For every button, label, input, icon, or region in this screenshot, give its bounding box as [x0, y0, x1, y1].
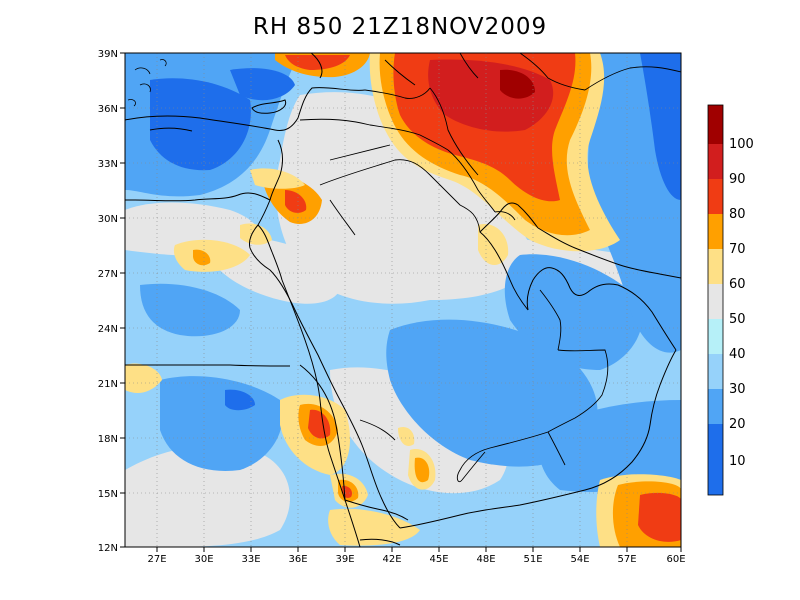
lat-label: 24N [98, 324, 118, 335]
field-darkred-iraq [500, 69, 535, 99]
lon-label: 45E [429, 554, 448, 565]
colorbar-swatch-60 [708, 249, 723, 284]
lat-label: 33N [98, 159, 118, 170]
colorbar-label: 20 [729, 417, 746, 432]
lat-label: 18N [98, 434, 118, 445]
lon-label: 30E [194, 554, 213, 565]
colorbar: 100 90 80 70 60 50 40 30 20 10 [707, 104, 754, 496]
map-title: RH 850 21Z18NOV2009 [252, 14, 548, 40]
lat-label: 36N [98, 104, 118, 115]
lat-label: 21N [98, 379, 118, 390]
lat-label: 27N [98, 269, 118, 280]
field-blue-egypt [140, 283, 240, 337]
colorbar-label: 100 [729, 137, 754, 152]
lon-label: 51E [523, 554, 542, 565]
plot-frame [124, 52, 682, 548]
colorbar-swatch-70 [708, 214, 723, 249]
colorbar-swatch-40 [708, 319, 723, 354]
lon-label: 57E [617, 554, 636, 565]
lon-label: 42E [382, 554, 401, 565]
colorbar-label: 70 [729, 242, 746, 257]
colorbar-swatch-50 [708, 284, 723, 319]
lon-label: 27E [147, 554, 166, 565]
lon-axis: 27E 30E 33E 36E 39E 42E 45E 48E 51E 54E … [147, 554, 685, 565]
field-yellow-egypt [173, 239, 250, 272]
colorbar-swatch-80 [708, 179, 723, 214]
lat-label: 39N [98, 49, 118, 60]
field-redorange-levant [285, 190, 307, 213]
field-deepblue-med2 [230, 68, 295, 101]
gridlines [125, 53, 681, 547]
colorbar-label: 30 [729, 382, 746, 397]
colorbar-frame [707, 104, 724, 496]
rh-field [125, 53, 681, 547]
field-orange-egypt [193, 249, 211, 266]
lat-label: 12N [98, 543, 118, 554]
field-yellow-levant [250, 168, 305, 189]
lon-label: 36E [288, 554, 307, 565]
colorbar-swatch-10 [708, 424, 723, 495]
colorbar-swatch-100 [708, 105, 723, 144]
field-redorange-north [285, 55, 350, 70]
field-yellow-egypt2 [240, 223, 272, 245]
borders [299, 53, 681, 483]
lon-label: 39E [335, 554, 354, 565]
field-yellow-yemen2 [398, 426, 415, 447]
coastlines [125, 53, 681, 547]
lat-label: 30N [98, 214, 118, 225]
field-yellow-west [125, 363, 162, 393]
ticks [120, 52, 682, 552]
field-orange-yemen [414, 457, 430, 483]
colorbar-label: 90 [729, 172, 746, 187]
field-yellow-kuwait [478, 224, 509, 266]
field-deepblue-med [150, 78, 251, 171]
field-deepblue-east [640, 53, 681, 200]
colorbar-label: 80 [729, 207, 746, 222]
field-redorange-arabiansea [638, 492, 681, 542]
field-grey-north [276, 92, 540, 304]
cyprus [251, 99, 287, 114]
lat-label: 15N [98, 489, 118, 500]
lon-label: 54E [570, 554, 589, 565]
crete [149, 127, 193, 132]
aegean-islands [127, 59, 167, 107]
lat-axis: 39N 36N 33N 30N 27N 24N 21N 18N 15N 12N [98, 49, 118, 554]
colorbar-label: 40 [729, 347, 746, 362]
colorbar-label: 10 [729, 454, 746, 469]
colorbar-label: 60 [729, 277, 746, 292]
colorbar-swatch-20 [708, 389, 723, 424]
lon-label: 33E [241, 554, 260, 565]
colorbar-swatch-90 [708, 144, 723, 179]
colorbar-swatch-30 [708, 354, 723, 389]
colorbar-label: 50 [729, 312, 746, 327]
lon-label: 60E [666, 554, 685, 565]
field-deepblue-sudan [225, 389, 255, 411]
field-grey-southwest [125, 446, 290, 547]
field-blue-southeast [538, 400, 681, 492]
lon-label: 48E [476, 554, 495, 565]
